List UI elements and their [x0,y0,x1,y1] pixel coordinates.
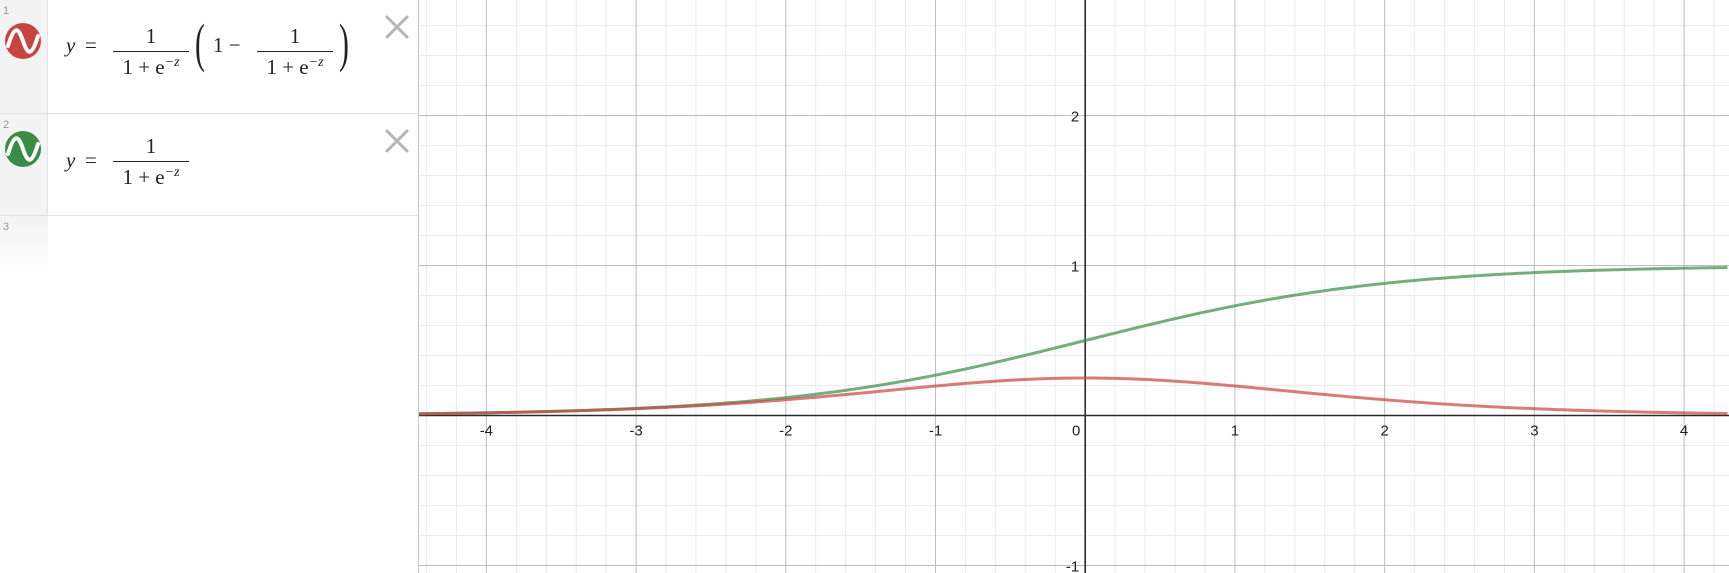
math-equals: = [85,33,97,57]
exponent: −z [164,55,180,70]
expression-row-1[interactable]: 1 y = 1 1 + e−z ( 1 − 1 1 + e−z ) [0,0,418,114]
math-fraction: 1 1 + e−z [113,24,189,80]
fraction-bar [113,51,189,52]
expression-list: 1 y = 1 1 + e−z ( 1 − 1 1 + e−z ) [0,0,419,573]
minor-grid [419,0,1729,573]
x-tick-label: 2 [1380,423,1388,440]
y-tick-label: -1 [1066,559,1079,573]
fraction-numerator: 1 [145,134,157,158]
curve-icon[interactable] [4,130,42,168]
expression-gutter: 1 [0,0,48,113]
x-tick-label: -3 [629,423,642,440]
row-number: 2 [3,119,10,131]
math-lhs: y [66,148,76,172]
expression-gutter: 3 [0,216,48,276]
fraction-denominator: 1 + e−z [113,55,189,80]
math-lhs: y [66,33,76,57]
denominator-base: 1 + e [122,55,165,79]
graph-canvas[interactable]: -4 -3 -2 -1 0 1 2 3 4 2 1 -1 [419,0,1729,573]
y-tick-label: 2 [1071,109,1079,126]
math-fraction-inner: 1 1 + e−z [257,24,333,80]
inner-prefix: 1 − [213,33,241,57]
x-tick-label: 0 [1072,423,1080,440]
row-number: 3 [3,221,10,233]
x-tick-label: 4 [1680,423,1688,440]
exponent: −z [308,55,324,70]
sigmoid-derivative-curve [419,376,1728,416]
x-tick-label: 1 [1231,423,1239,440]
fraction-denominator: 1 + e−z [257,55,333,80]
fraction-numerator: 1 [145,24,157,48]
expression-gutter: 2 [0,114,48,215]
exponent: −z [164,165,180,180]
right-paren: ) [339,13,349,73]
y-tick-label: 1 [1071,259,1079,276]
x-tick-label: 3 [1530,423,1538,440]
left-paren: ( [195,13,205,73]
fraction-bar [113,161,189,162]
x-tick-label: -2 [779,423,792,440]
expression-row-3[interactable]: 3 [0,216,418,276]
close-icon[interactable] [384,128,410,154]
fraction-denominator: 1 + e−z [113,165,189,190]
denominator-base: 1 + e [266,55,309,79]
close-icon[interactable] [384,14,410,40]
math-equals: = [85,148,97,172]
sigmoid-curve [419,266,1728,416]
denominator-base: 1 + e [122,165,165,189]
expression-row-2[interactable]: 2 y = 1 1 + e−z [0,114,418,216]
major-grid [419,0,1729,573]
row-number: 1 [3,5,10,17]
x-tick-label: -1 [929,423,942,440]
expression-math[interactable]: y = 1 1 + e−z [66,114,386,216]
curves [419,266,1728,416]
axes [419,0,1729,573]
fraction-numerator: 1 [289,24,301,48]
tick-labels: -4 -3 -2 -1 0 1 2 3 4 2 1 -1 [480,109,1689,573]
fraction-bar [257,51,333,52]
x-tick-label: -4 [480,423,493,440]
curve-icon[interactable] [4,22,42,60]
math-fraction: 1 1 + e−z [113,134,189,190]
expression-math[interactable]: y = 1 1 + e−z ( 1 − 1 1 + e−z ) [66,0,386,114]
